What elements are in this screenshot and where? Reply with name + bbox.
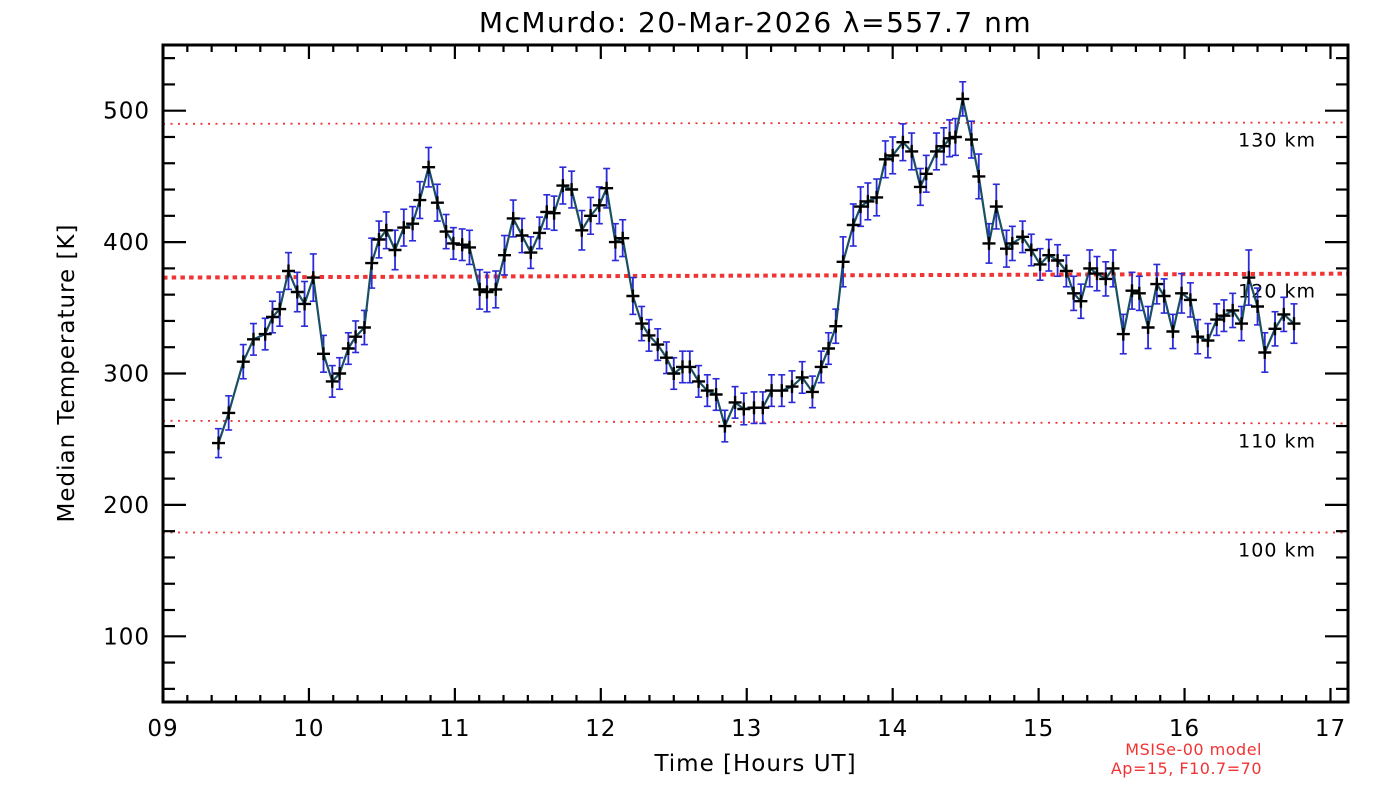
x-tick-label: 11 xyxy=(439,716,470,742)
data-markers xyxy=(212,92,1301,450)
model-annotation: MSISe-00 model Ap=15, F10.7=70 xyxy=(1111,740,1262,778)
y-tick-labels: 100 200 300 400 500 xyxy=(103,99,150,651)
altitude-label: 110 km xyxy=(1238,430,1316,452)
y-tick-label: 400 xyxy=(103,230,150,256)
altitude-label: 130 km xyxy=(1238,130,1316,152)
y-tick-label: 100 xyxy=(103,624,150,650)
x-tick-label: 17 xyxy=(1315,716,1346,742)
x-tick-label: 09 xyxy=(147,716,178,742)
y-tick-label: 300 xyxy=(103,362,150,388)
chart-title: McMurdo: 20-Mar-2026 λ=557.7 nm xyxy=(478,6,1033,39)
error-bars xyxy=(214,80,1298,459)
x-tick-label: 16 xyxy=(1169,716,1200,742)
model-annotation-line1: MSISe-00 model xyxy=(1125,740,1262,759)
y-tick-label: 500 xyxy=(103,99,150,125)
y-tick-label: 200 xyxy=(103,493,150,519)
model-annotation-line2: Ap=15, F10.7=70 xyxy=(1110,759,1262,778)
x-tick-label: 14 xyxy=(877,716,908,742)
x-tick-label: 15 xyxy=(1023,716,1054,742)
altitude-label: 100 km xyxy=(1238,539,1316,561)
x-tick-label: 10 xyxy=(293,716,324,742)
x-tick-label: 12 xyxy=(585,716,616,742)
x-tick-labels: 09 10 11 12 13 14 15 16 17 xyxy=(147,716,1346,742)
plot-frame xyxy=(161,43,1350,704)
x-axis-title: Time [Hours UT] xyxy=(654,751,857,777)
model-altitude-lines xyxy=(162,121,1349,534)
x-tick-label: 13 xyxy=(731,716,762,742)
